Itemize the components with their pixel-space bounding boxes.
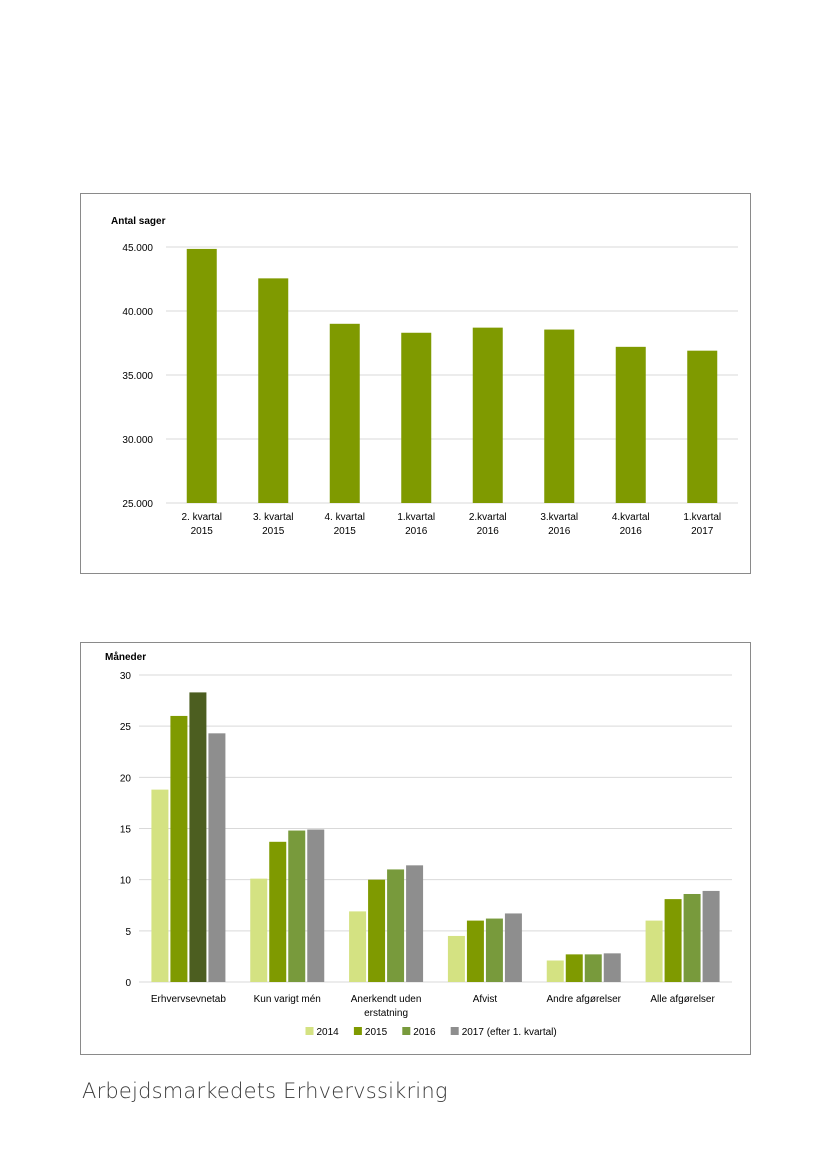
bar <box>406 865 424 982</box>
bar <box>687 350 718 503</box>
legend-swatch <box>450 1027 459 1035</box>
x-tick-label: 4.kvartal <box>612 512 650 523</box>
x-tick-label: 2.kvartal <box>469 512 507 523</box>
y-axis-label: Antal sager <box>111 216 166 227</box>
bar <box>307 829 325 982</box>
bar <box>504 913 522 982</box>
y-tick-label: 20 <box>120 773 132 784</box>
y-tick-label: 10 <box>120 876 132 887</box>
legend-swatch <box>402 1027 411 1035</box>
y-tick-label: 30.000 <box>122 435 153 446</box>
legend: 2014 2015 2016 2017 (efter 1. kvartal) <box>305 1027 557 1038</box>
bar <box>603 953 621 982</box>
bar <box>683 893 701 982</box>
bar <box>565 954 583 982</box>
bar <box>329 323 360 503</box>
footer-brand: Arbejdsmarkedets Erhvervssikring <box>82 1079 448 1103</box>
legend-label: 2015 <box>365 1027 388 1038</box>
x-tick-label: Afvist <box>473 994 498 1005</box>
bar <box>544 329 575 503</box>
y-tick-label: 15 <box>120 825 132 836</box>
y-tick-label: 40.000 <box>122 307 153 318</box>
chart-antal-sager-svg: Antal sager 25.000 30.000 35.000 40.000 45.00… <box>111 216 738 537</box>
x-tick-label: 3. kvartal <box>253 512 294 523</box>
x-tick-label: 1.kvartal <box>397 512 435 523</box>
legend-swatch <box>353 1027 362 1035</box>
x-tick-label: 2015 <box>334 526 357 537</box>
bar <box>151 789 169 982</box>
x-tick-label: Anerkendt uden <box>351 994 422 1005</box>
bar <box>584 954 602 982</box>
chart-maaneder-svg: Måneder 0 5 10 15 20 25 30 Erhvervsevnetab Kun va… <box>105 651 732 1038</box>
x-tick-label: 2015 <box>262 526 285 537</box>
bar <box>645 920 663 982</box>
x-tick-label: 2016 <box>405 526 428 537</box>
legend-label: 2016 <box>413 1027 436 1038</box>
bar <box>349 911 367 982</box>
y-tick-label: 5 <box>125 927 131 938</box>
x-tick-label: 2016 <box>620 526 643 537</box>
bar <box>387 869 405 982</box>
y-tick-label: 25 <box>120 722 132 733</box>
bar <box>208 733 226 982</box>
bar <box>186 248 217 503</box>
bar <box>485 918 503 982</box>
bar <box>615 346 646 503</box>
bar <box>702 890 720 982</box>
legend-swatch <box>305 1027 314 1035</box>
bar <box>546 960 564 982</box>
y-tick-label: 35.000 <box>122 371 153 382</box>
bar <box>466 920 484 982</box>
bar <box>170 715 188 982</box>
x-tick-label: 2016 <box>548 526 571 537</box>
x-tick-label: 2. kvartal <box>181 512 222 523</box>
bar <box>189 692 207 982</box>
bar <box>368 879 386 982</box>
y-tick-label: 30 <box>120 671 132 682</box>
chart-maaneder: Måneder 0 5 10 15 20 25 30 Erhvervsevnetab Kun va… <box>80 642 751 1055</box>
bar <box>258 278 289 503</box>
x-tick-label: 2015 <box>191 526 214 537</box>
x-tick-label: Andre afgørelser <box>547 994 622 1005</box>
x-tick-label: 3.kvartal <box>540 512 578 523</box>
bar <box>269 841 287 982</box>
x-tick-label: 4. kvartal <box>324 512 365 523</box>
y-tick-label: 0 <box>125 978 131 989</box>
x-tick-label: Alle afgørelser <box>650 994 715 1005</box>
x-tick-label: 2017 <box>691 526 714 537</box>
legend-label: 2017 (efter 1. kvartal) <box>462 1027 557 1038</box>
x-tick-label: 2016 <box>477 526 500 537</box>
x-tick-label: 1.kvartal <box>683 512 721 523</box>
bar <box>288 830 306 982</box>
y-tick-label: 45.000 <box>122 243 153 254</box>
bar <box>401 332 432 503</box>
x-tick-label: Kun varigt mén <box>254 994 321 1005</box>
x-tick-label: erstatning <box>364 1008 408 1019</box>
y-tick-label: 25.000 <box>122 499 153 510</box>
bar <box>472 327 503 503</box>
bar <box>447 935 465 982</box>
x-tick-label: Erhvervsevnetab <box>151 994 226 1005</box>
legend-label: 2014 <box>317 1027 340 1038</box>
chart-antal-sager: Antal sager 25.000 30.000 35.000 40.000 45.00… <box>80 193 751 574</box>
bar <box>664 899 682 982</box>
y-axis-label: Måneder <box>105 651 146 663</box>
bar <box>250 878 268 982</box>
